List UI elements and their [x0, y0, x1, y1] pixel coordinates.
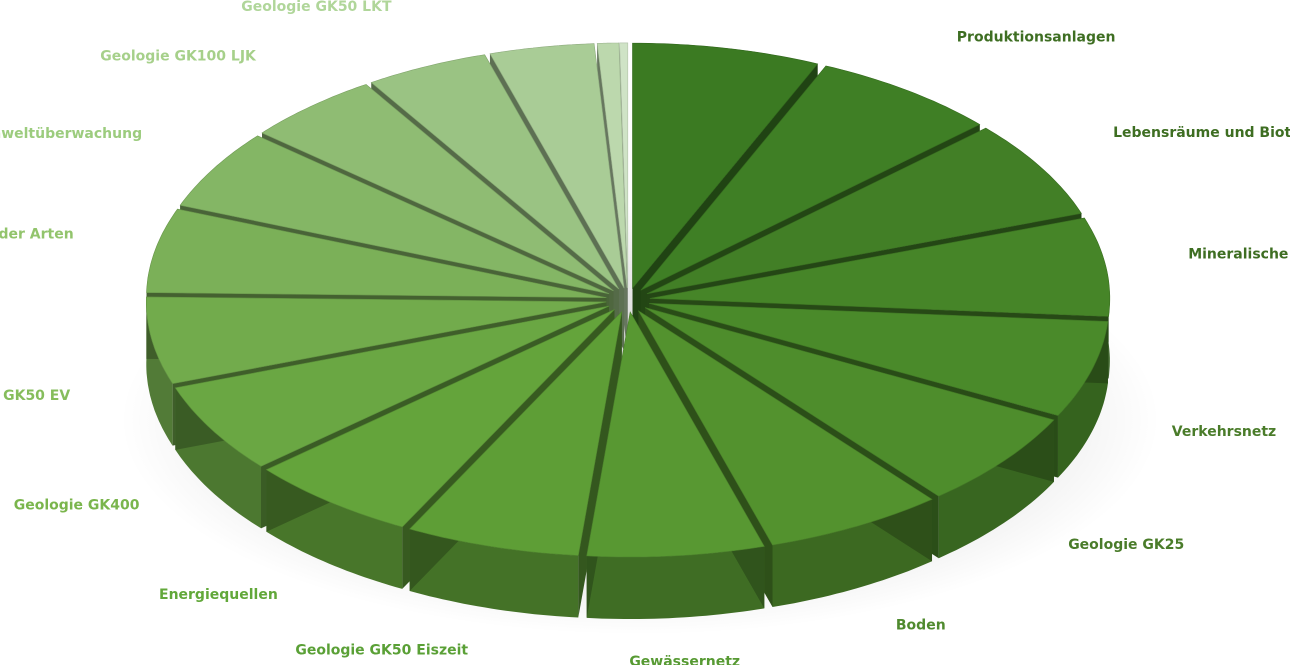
- slice-label: Geologie GK50 Eiszeit: [295, 643, 468, 659]
- pie-slice: [146, 296, 607, 385]
- slice-side: [409, 529, 579, 618]
- pie-slice: [489, 43, 625, 289]
- slice-label: Verkehrsnetz: [1172, 424, 1276, 440]
- slice-label: Geologie GK50 EV: [0, 388, 70, 404]
- pie-slice: [370, 54, 620, 290]
- pie-slice: [174, 305, 610, 467]
- slice-label: Geologie GK50 LKT: [241, 0, 392, 15]
- slice-label: Geologie GK25: [1068, 537, 1184, 553]
- pie-slice: [638, 310, 933, 546]
- slice-side: [1058, 321, 1108, 478]
- pie-slice: [179, 135, 610, 295]
- pie-slice: [632, 42, 819, 290]
- slice-label: Boden: [896, 618, 946, 634]
- pie-slice: [646, 127, 1082, 295]
- slice-side: [146, 296, 173, 446]
- slice-label: Energiequellen: [159, 587, 278, 603]
- pie-slice: [596, 42, 628, 288]
- pie-slice: [409, 310, 623, 556]
- slice-label: Geologie GK400: [14, 497, 140, 513]
- pie-slice: [619, 42, 629, 288]
- pie-slice: [586, 311, 765, 558]
- slice-label: Umweltüberwachung: [0, 126, 142, 142]
- slice-label: Gewässernetz: [629, 654, 740, 665]
- slice-label: Verteilung der Arten: [0, 226, 74, 242]
- pie-slice: [640, 65, 981, 291]
- slice-label: Lebensräume und Biotope: [1113, 125, 1290, 141]
- slice-side: [586, 546, 765, 619]
- pie-slice: [261, 84, 614, 292]
- pie-slice: [649, 303, 1109, 416]
- slice-tops: [146, 42, 1111, 558]
- slice-label: Geologie GK100 LJK: [100, 49, 257, 65]
- pie-slice: [146, 208, 607, 298]
- pie-slice: [265, 309, 615, 528]
- pie-slice: [649, 217, 1111, 317]
- pie-slice: [644, 307, 1055, 497]
- slice-label: Mineralische Bodenschätze: [1188, 247, 1290, 263]
- slice-label: Produktionsanlagen: [957, 29, 1116, 45]
